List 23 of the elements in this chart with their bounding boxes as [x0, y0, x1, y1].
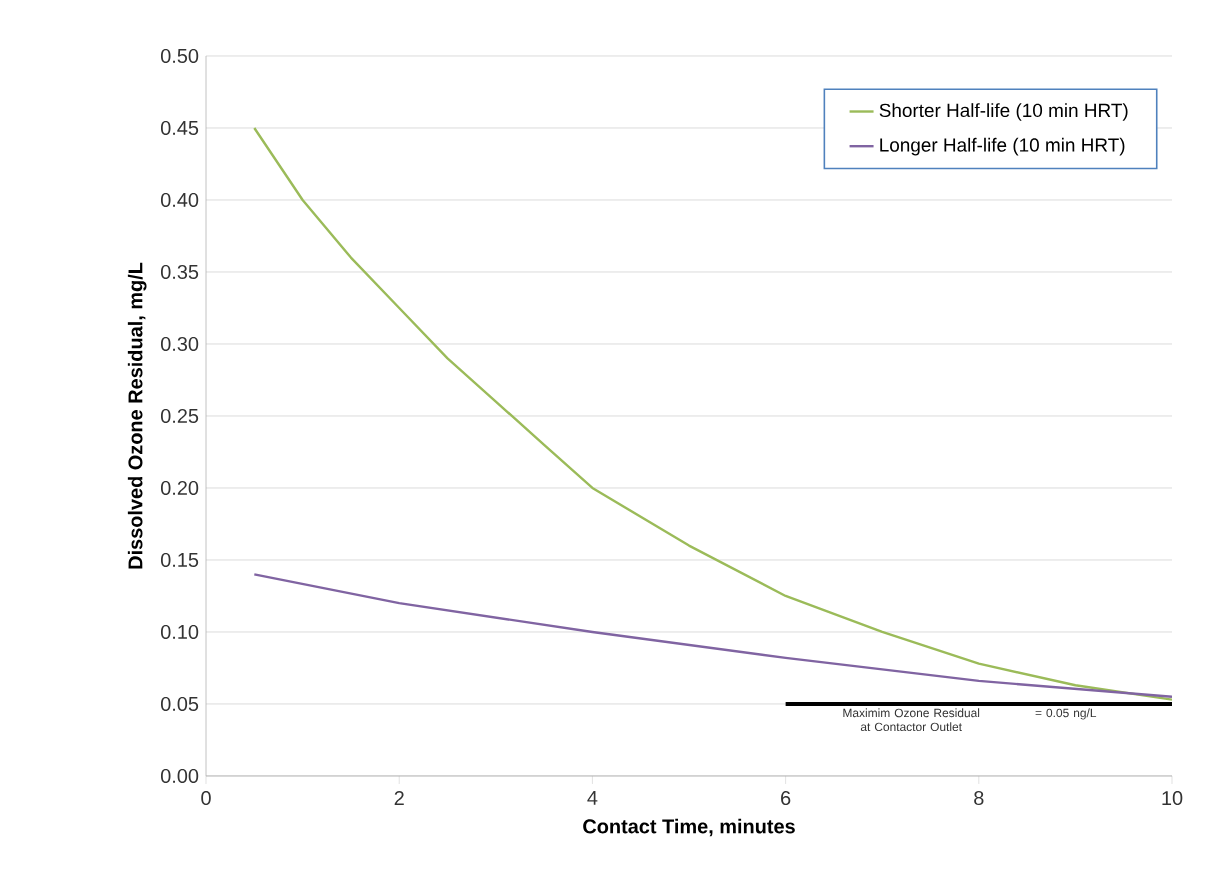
y-tick-label: 0.20: [160, 480, 199, 496]
x-tick-label: 4: [587, 791, 598, 805]
y-tick-label: 0.00: [160, 768, 199, 784]
x-tick-label: 2: [394, 791, 404, 805]
y-tick-label: 0.30: [160, 336, 199, 352]
y-tick-label: 0.50: [160, 48, 199, 64]
y-tick-label: 0.05: [160, 696, 199, 712]
legend-label: Shorter Half-life (10 min HRT): [879, 103, 1128, 121]
line-series: [253, 573, 1173, 698]
y-tick-label: 0.15: [160, 552, 199, 568]
x-axis-title: Contact Time, minutes: [583, 818, 795, 837]
x-tick-label: 8: [974, 791, 984, 806]
y-tick-label: 0.40: [160, 192, 199, 208]
x-tick-label: 6: [781, 791, 791, 806]
legend-label: Longer Half-life (10 min HRT): [880, 137, 1125, 156]
y-tick-label: 0.35: [160, 264, 199, 280]
y-tick-label: 0.45: [160, 120, 199, 136]
line-series: [253, 126, 1173, 701]
x-tick-label: 10: [1162, 791, 1183, 806]
y-axis-title: Dissolved Ozone Residual, mg/L: [127, 262, 147, 569]
x-tick-label: 0: [201, 791, 211, 806]
y-tick-label: 0.10: [160, 624, 199, 640]
y-tick-label: 0.25: [160, 408, 199, 424]
